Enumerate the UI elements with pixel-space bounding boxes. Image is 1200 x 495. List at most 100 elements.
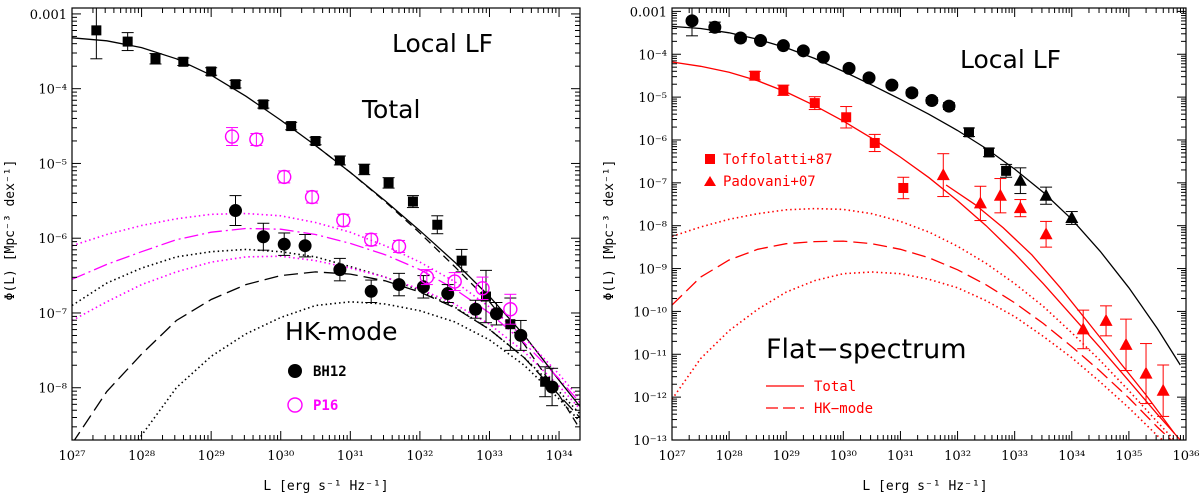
right-total-squares-marker	[984, 147, 994, 157]
left-bh12-point-9	[469, 300, 482, 318]
right-total-circles-marker	[863, 71, 876, 84]
left-annotation-total: Total	[361, 95, 420, 124]
right-toffolatti-87-marker	[841, 112, 851, 122]
left-chart-panel: 10²⁷ 10²⁸ 10²⁹ 10³⁰ 10³¹ 10³² 10³³ 10³⁴10⁻⁸10⁻⁷…	[3, 2, 580, 494]
right-padovani-07-marker	[1140, 367, 1153, 379]
right-legend-padovani-label: Padovani+07	[723, 174, 816, 190]
left-y-tick-label: 10⁻⁶	[38, 232, 67, 247]
right-x-tick-label: 10³¹	[887, 449, 914, 464]
right-padovani-07-marker	[1120, 338, 1133, 350]
right-toffolatti-87-marker	[750, 71, 760, 81]
left-p16-point-4	[337, 214, 350, 227]
right-total-circles-point-5	[797, 44, 810, 57]
left-total-squares-marker	[359, 164, 369, 174]
left-bh12-point-4	[333, 258, 346, 280]
left-total-squares-marker	[150, 54, 160, 64]
right-padovani-07-marker	[1014, 201, 1027, 213]
right-y-tick-label: 0.001	[630, 5, 667, 20]
right-total-triangles-marker	[1014, 174, 1027, 186]
left-bh12-marker	[546, 380, 559, 393]
right-total-circles-marker	[885, 79, 898, 92]
left-legend-p16-label: P16	[313, 398, 338, 414]
right-y-tick-label: 10⁻⁵	[638, 91, 667, 106]
right-total-triangles-point-0	[1014, 168, 1027, 194]
right-total-circles-marker	[797, 44, 810, 57]
right-y-tick-label: 10⁻⁹	[638, 263, 667, 278]
right-total-circles-point-10	[905, 86, 918, 99]
left-bh12-point-6	[393, 273, 406, 295]
right-x-tick-label: 10³⁵	[1115, 449, 1142, 464]
right-toffolatti-87-point-2	[809, 97, 821, 110]
left-total-squares-marker	[335, 155, 345, 165]
left-bh12-point-3	[299, 234, 312, 256]
right-x-tick-label: 10³²	[944, 449, 971, 464]
left-total-squares-point-2	[149, 54, 161, 64]
right-total-circles-marker	[843, 62, 856, 75]
left-p16-point-7	[420, 270, 433, 285]
right-annotation-flat-spectrum: Flat−spectrum	[766, 334, 967, 365]
right-total-squares-point-0	[963, 127, 975, 137]
left-x-tick-label: 10³⁰	[267, 449, 294, 464]
left-title-local-lf: Local LF	[392, 29, 493, 58]
right-toffolatti-87-marker	[870, 138, 880, 148]
left-total-squares-marker	[384, 178, 394, 188]
left-y-tick-label: 10⁻⁵	[38, 157, 67, 172]
left-x-tick-label: 10³⁴	[546, 449, 573, 464]
right-legend-padovani-marker	[704, 176, 716, 186]
left-legend-p16-marker	[288, 398, 302, 412]
right-y-tick-label: 10⁻¹³	[633, 434, 667, 449]
left-bh12-marker	[469, 303, 482, 316]
left-p16-point-6	[393, 240, 406, 253]
right-total-circles-marker	[942, 100, 955, 113]
right-padovani-07-marker	[1100, 314, 1113, 326]
left-total-squares-point-8	[310, 136, 322, 146]
right-y-axis: 10⁻¹³ 10⁻¹² 10⁻¹¹ 10⁻¹⁰ 10⁻⁹ 10⁻⁸ 10⁻⁷ 10⁻⁶ 10⁻⁵…	[630, 5, 1186, 449]
right-padovani-07-point-3	[1014, 200, 1027, 217]
left-total-squares-marker	[432, 220, 442, 230]
right-x-axis-title: L [erg s⁻¹ Hz⁻¹]	[862, 479, 987, 494]
left-x-tick-label: 10³²	[406, 449, 433, 464]
right-curve-flat-hk-upper	[672, 209, 1180, 447]
right-padovani-07-marker	[974, 196, 987, 208]
left-bh12-marker	[299, 239, 312, 252]
left-bh12-marker	[441, 287, 454, 300]
left-total-squares-point-9	[334, 155, 346, 165]
left-total-squares-marker	[457, 256, 467, 266]
right-title-local-lf: Local LF	[960, 45, 1061, 74]
right-total-circles-point-2	[734, 31, 747, 44]
right-y-tick-label: 10⁻¹²	[633, 391, 667, 406]
left-bh12-point-10	[490, 303, 503, 325]
right-total-circles-point-9	[885, 79, 898, 92]
left-total-squares-point-7	[285, 121, 297, 131]
left-total-squares-point-13	[431, 216, 443, 234]
right-total-triangles-marker	[1065, 211, 1078, 223]
left-x-axis-title: L [erg s⁻¹ Hz⁻¹]	[263, 479, 388, 494]
left-y-tick-label: 10⁻⁷	[38, 307, 67, 322]
right-total-circles-point-0	[685, 6, 698, 36]
right-total-squares-marker	[1001, 166, 1011, 176]
left-total-squares-point-10	[358, 164, 370, 174]
left-x-axis: 10²⁷ 10²⁸ 10²⁹ 10³⁰ 10³¹ 10³² 10³³ 10³⁴	[59, 8, 580, 464]
right-y-tick-label: 10⁻¹⁰	[633, 305, 667, 320]
left-p16-point-2	[278, 170, 291, 183]
left-y-axis-title: Φ(L) [Mpc⁻³ dex⁻¹]	[3, 160, 18, 301]
right-x-tick-label: 10³⁶	[1173, 449, 1200, 464]
left-total-squares-point-3	[177, 57, 189, 67]
right-toffolatti-87-point-1	[777, 85, 789, 95]
left-bh12-point-5	[365, 280, 378, 302]
right-x-tick-label: 10³⁴	[1058, 449, 1085, 464]
left-p16-point-3	[306, 191, 319, 204]
left-total-squares-marker	[206, 66, 216, 76]
right-padovani-07-point-8	[1140, 344, 1153, 404]
right-total-triangles-point-1	[1040, 187, 1053, 204]
right-total-circles-marker	[708, 21, 721, 34]
right-total-squares-marker	[964, 127, 974, 137]
right-legend-toffolatti-marker	[705, 154, 715, 164]
right-toffolatti-87-marker	[778, 85, 788, 95]
right-x-tick-label: 10²⁹	[773, 449, 800, 464]
right-total-circles-point-4	[777, 39, 790, 52]
left-bh12-marker	[278, 238, 291, 251]
right-x-tick-label: 10³³	[1001, 449, 1028, 464]
left-bh12-marker	[229, 204, 242, 217]
left-p16-point-1	[250, 133, 263, 146]
